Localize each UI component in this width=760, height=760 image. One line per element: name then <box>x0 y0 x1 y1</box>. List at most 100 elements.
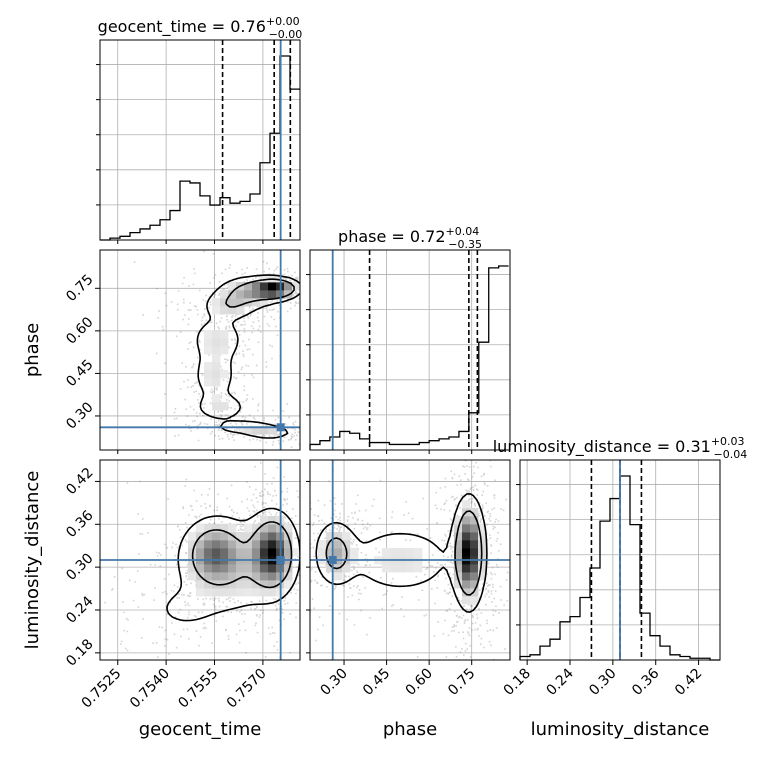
density-cell <box>228 540 237 549</box>
density-cell <box>212 532 221 541</box>
density-cell <box>268 290 277 299</box>
density-cell <box>228 306 237 315</box>
density-cell <box>318 548 327 557</box>
density-cell <box>220 540 229 549</box>
y-axis-label-phase: phase <box>22 323 43 377</box>
density-cell <box>406 548 415 557</box>
density-cell <box>478 572 487 581</box>
truth-marker <box>276 556 285 564</box>
density-cell <box>236 306 245 315</box>
density-cell <box>470 580 479 589</box>
density-cell <box>252 564 261 573</box>
density-cell <box>260 564 269 573</box>
density-cell <box>196 540 205 549</box>
density-cell <box>390 564 399 573</box>
density-cell <box>334 548 343 557</box>
density-cell <box>212 588 221 597</box>
density-cell <box>220 524 229 533</box>
density-cell <box>268 548 277 557</box>
density-cell <box>204 370 213 379</box>
density-cell <box>454 580 463 589</box>
density-cell <box>204 580 213 589</box>
density-cell <box>252 290 261 299</box>
density-cell <box>284 524 293 533</box>
density-cell <box>462 524 471 533</box>
y-axis-label-luminosity_distance: luminosity_distance <box>22 471 43 650</box>
density-cell <box>454 548 463 557</box>
x-tick-label-phase: 0.45 <box>360 666 393 699</box>
density-cell <box>252 548 261 557</box>
x-tick-label-luminosity_distance: 0.30 <box>586 666 619 699</box>
density-cell <box>454 532 463 541</box>
density-cell <box>244 524 253 533</box>
density-cell <box>236 532 245 541</box>
density-cell <box>204 572 213 581</box>
density-cell <box>252 588 261 597</box>
panel-frame <box>99 459 301 661</box>
density-cell <box>454 564 463 573</box>
density-cell <box>196 588 205 597</box>
density-cell <box>284 282 293 291</box>
density-cell <box>212 354 221 363</box>
density-cell <box>244 290 253 299</box>
histogram-luminosity_distance <box>519 475 720 661</box>
title-phase: phase = 0.72+0.04 −0.35 <box>338 225 482 251</box>
density-cell <box>342 564 351 573</box>
panel-luminosity_distance-hist: luminosity_distance = 0.31+0.03 −0.04 <box>493 435 748 661</box>
density-cell <box>268 572 277 581</box>
x-axis-label-luminosity_distance: luminosity_distance <box>531 719 710 740</box>
density-cell <box>470 532 479 541</box>
density-cell <box>252 580 261 589</box>
density-cell <box>406 564 415 573</box>
density-cell <box>212 572 221 581</box>
density-cell <box>228 524 237 533</box>
title-luminosity_distance: luminosity_distance = 0.31+0.03 −0.04 <box>493 435 748 461</box>
density-cell <box>212 378 221 387</box>
title-value: luminosity_distance = 0.31 <box>493 437 711 457</box>
x-tick-label-geocent_time: 0.7540 <box>127 666 173 712</box>
panel-geocent_time-vs-phase <box>99 249 301 451</box>
density-cell <box>204 378 213 387</box>
density-cell <box>268 516 277 525</box>
density-cell <box>454 540 463 549</box>
density-cell <box>260 572 269 581</box>
density-cell <box>204 540 213 549</box>
density-cell <box>260 290 269 299</box>
density-cell <box>212 548 221 557</box>
panel-background <box>100 40 300 240</box>
density-cell <box>470 508 479 517</box>
density-cell <box>462 532 471 541</box>
density-cell <box>252 540 261 549</box>
density-cell <box>462 500 471 509</box>
density-cell <box>398 548 407 557</box>
density-cell <box>212 402 221 411</box>
density-cell <box>220 330 229 339</box>
x-tick-label-luminosity_distance: 0.42 <box>672 666 705 699</box>
density-cell <box>462 548 471 557</box>
density-cell <box>470 596 479 605</box>
density-cell <box>260 274 269 283</box>
y-tick-label-luminosity_distance: 0.30 <box>63 550 96 583</box>
density-cell <box>236 426 245 435</box>
y-tick-label-luminosity_distance: 0.18 <box>63 636 96 669</box>
title-value: geocent_time = 0.76 <box>98 17 266 37</box>
y-tick-label-phase: 0.75 <box>63 272 96 305</box>
truth-marker <box>328 556 337 564</box>
density-cell <box>196 564 205 573</box>
density-cell <box>260 426 269 435</box>
density-cell <box>326 548 335 557</box>
density-cell <box>462 596 471 605</box>
title-lower-error: −0.04 <box>714 448 748 461</box>
density-cell <box>462 516 471 525</box>
density-cell <box>260 532 269 541</box>
density-cell <box>228 588 237 597</box>
density-cell <box>204 362 213 371</box>
density-cell <box>228 282 237 291</box>
density-cell <box>326 540 335 549</box>
density-cell <box>470 524 479 533</box>
title-lower-error: −0.35 <box>448 238 482 251</box>
density-cell <box>244 532 253 541</box>
x-tick-label-luminosity_distance: 0.24 <box>543 665 576 698</box>
density-cell <box>220 306 229 315</box>
